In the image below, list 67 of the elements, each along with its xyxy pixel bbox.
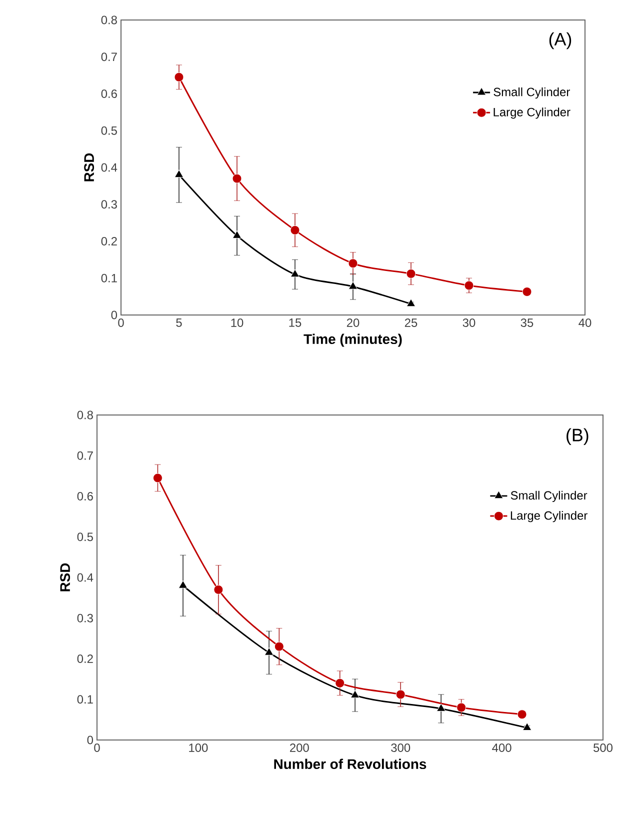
point xyxy=(264,647,274,656)
point xyxy=(290,269,300,278)
x-tick-label: 5 xyxy=(176,318,182,327)
x-tick-label: 40 xyxy=(578,318,592,327)
x-tick-label: 20 xyxy=(346,318,360,327)
y-tick-label: 0.1 xyxy=(77,695,93,704)
y-tick-label: 0.5 xyxy=(101,126,117,135)
y-tick-label: 0.6 xyxy=(101,90,117,98)
y-tick-label: 0.8 xyxy=(101,16,117,24)
point xyxy=(456,702,466,712)
y-tick-label: 0.1 xyxy=(101,274,117,282)
y-tick-label: 0.6 xyxy=(77,492,93,500)
point xyxy=(174,72,184,82)
x-tick-label: 500 xyxy=(594,744,613,752)
annotation: (B) xyxy=(566,428,588,445)
legend-label: Large Cylinder xyxy=(494,108,570,119)
y-tick-label: 0.7 xyxy=(101,52,117,62)
point xyxy=(274,642,284,652)
legend-label: Small Cylinder xyxy=(494,87,570,99)
y-tick-label: 0.7 xyxy=(77,451,93,460)
y-tick-label: 0.2 xyxy=(77,654,93,663)
y-axis-title: RSD xyxy=(84,153,94,182)
x-tick-label: 35 xyxy=(520,318,534,327)
y-tick-label: 0.3 xyxy=(77,614,93,622)
x-tick-label: 200 xyxy=(290,744,309,752)
x-axis-title: Time (minutes) xyxy=(304,334,402,347)
point xyxy=(464,280,474,290)
point xyxy=(436,703,446,712)
x-tick-label: 25 xyxy=(404,318,418,327)
y-tick-label: 0.4 xyxy=(77,573,94,582)
point xyxy=(517,710,527,720)
x-axis-title: Number of Revolutions xyxy=(274,758,426,770)
point xyxy=(396,690,406,700)
x-tick-label: 100 xyxy=(189,744,208,752)
legend-label: Small Cylinder xyxy=(510,490,588,502)
point xyxy=(335,678,345,688)
x-tick-label: 15 xyxy=(289,318,302,327)
y-tick-label: 0.5 xyxy=(77,532,93,542)
point xyxy=(214,584,224,594)
point xyxy=(406,268,416,278)
y-tick-label: 0.2 xyxy=(101,237,117,246)
x-tick-label: 300 xyxy=(391,744,410,752)
x-tick-label: 400 xyxy=(492,744,512,752)
annotation: (A) xyxy=(549,32,572,50)
point xyxy=(290,225,300,235)
point xyxy=(174,170,184,178)
y-tick-label: 0.8 xyxy=(77,410,93,420)
y-tick-label: 0 xyxy=(111,310,118,320)
legend-label: Large Cylinder xyxy=(510,510,588,522)
point xyxy=(522,287,532,296)
point xyxy=(406,298,416,307)
x-tick-label: 30 xyxy=(462,318,476,327)
x-tick-label: 10 xyxy=(231,318,244,327)
point xyxy=(152,473,162,483)
point xyxy=(348,258,358,268)
point xyxy=(348,281,358,290)
x-tick-label: 0 xyxy=(118,318,124,327)
point xyxy=(522,722,532,731)
point xyxy=(350,690,360,698)
y-tick-label: 0.4 xyxy=(101,163,118,172)
y-tick-label: 0.3 xyxy=(101,200,117,209)
y-axis-title: RSD xyxy=(60,563,70,592)
point xyxy=(232,174,242,184)
y-tick-label: 0 xyxy=(87,736,94,744)
point xyxy=(232,230,242,238)
point xyxy=(178,580,188,588)
x-tick-label: 0 xyxy=(94,744,100,752)
